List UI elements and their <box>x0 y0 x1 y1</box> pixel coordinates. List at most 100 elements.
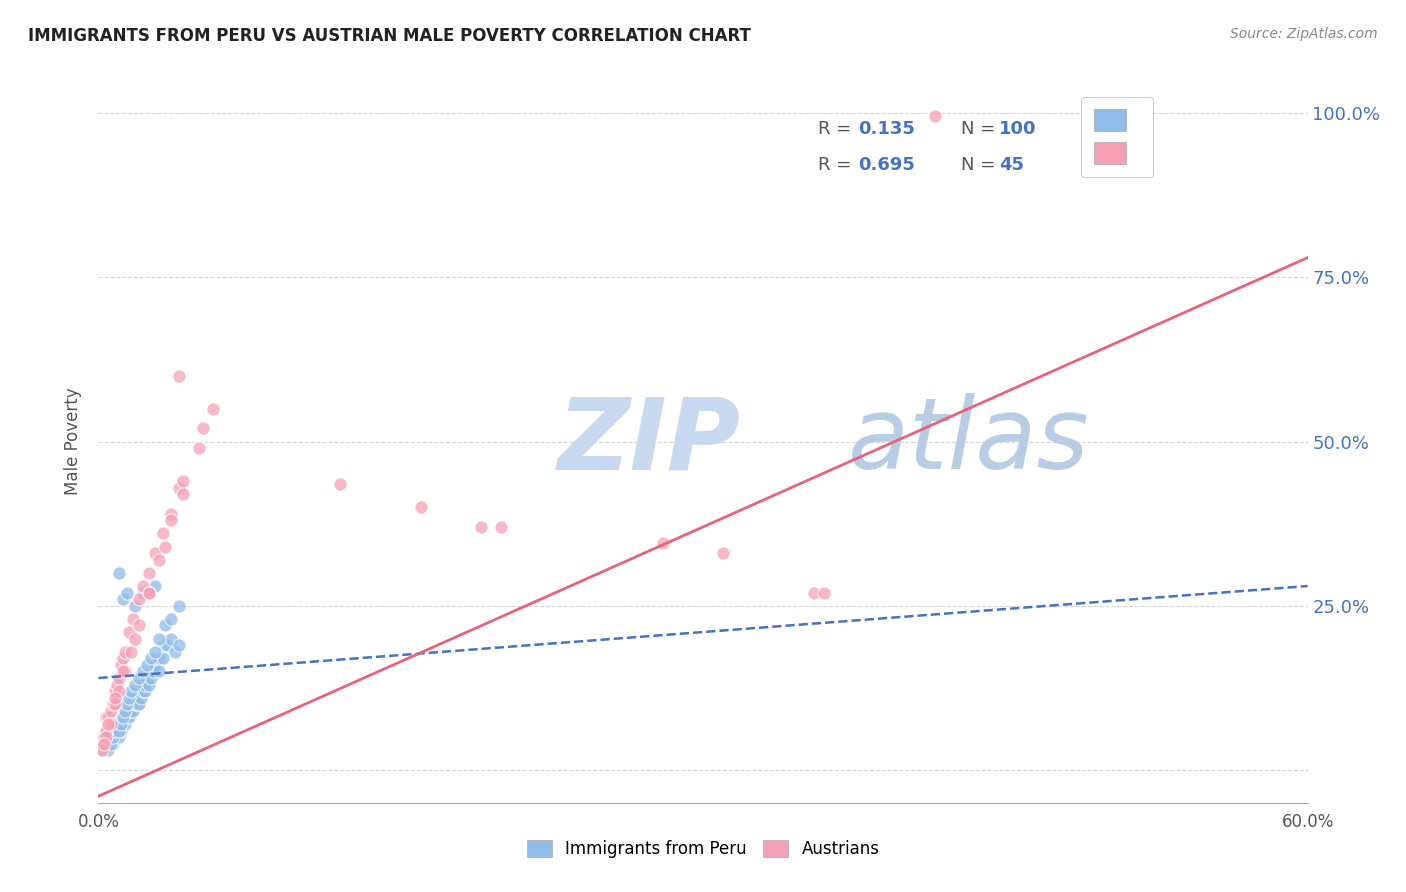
Point <box>103 723 125 738</box>
Text: ZIP: ZIP <box>558 393 741 490</box>
Point <box>115 698 138 712</box>
Point <box>96 737 118 751</box>
Point <box>118 625 141 640</box>
Point <box>97 743 120 757</box>
Point <box>107 684 129 698</box>
Point <box>128 671 150 685</box>
Point <box>470 520 492 534</box>
Point <box>148 553 170 567</box>
Point <box>101 730 124 744</box>
Point <box>129 690 152 705</box>
Point <box>93 730 115 744</box>
Point <box>134 677 156 691</box>
Point <box>96 737 118 751</box>
Point <box>152 638 174 652</box>
Point <box>91 737 114 751</box>
Point <box>138 585 160 599</box>
Point <box>143 645 166 659</box>
Point <box>100 737 122 751</box>
Point <box>101 717 124 731</box>
Point <box>924 110 946 124</box>
Point <box>167 481 190 495</box>
Point <box>153 540 176 554</box>
Point <box>111 592 134 607</box>
Point <box>114 665 136 679</box>
Point <box>103 730 125 744</box>
Point <box>132 684 155 698</box>
Point <box>120 704 142 718</box>
Point <box>89 743 111 757</box>
Point <box>329 477 352 491</box>
Point <box>118 704 141 718</box>
Point <box>103 717 125 731</box>
Point <box>100 717 122 731</box>
Point <box>107 566 129 580</box>
Legend: Immigrants from Peru, Austrians: Immigrants from Peru, Austrians <box>519 832 887 867</box>
Point <box>103 684 125 698</box>
Point <box>115 710 138 724</box>
Point <box>124 599 146 613</box>
Text: R =: R = <box>818 120 856 138</box>
Point <box>132 585 155 599</box>
Point <box>132 579 155 593</box>
Point <box>152 526 174 541</box>
Point <box>107 730 129 744</box>
Point <box>107 717 129 731</box>
Point <box>132 677 155 691</box>
Point <box>139 671 162 685</box>
Point <box>813 585 835 599</box>
Point <box>651 536 673 550</box>
Point <box>128 684 150 698</box>
Point <box>134 684 156 698</box>
Point <box>118 710 141 724</box>
Point <box>111 710 134 724</box>
Point <box>110 717 132 731</box>
Point <box>135 671 157 685</box>
Point <box>124 690 146 705</box>
Point <box>96 730 118 744</box>
Point <box>121 690 143 705</box>
Point <box>115 704 138 718</box>
Point <box>409 500 432 515</box>
Point <box>97 723 120 738</box>
Point <box>115 585 138 599</box>
Point <box>114 710 136 724</box>
Point <box>188 441 211 455</box>
Point <box>125 698 148 712</box>
Point <box>91 743 114 757</box>
Point <box>138 677 160 691</box>
Point <box>93 743 115 757</box>
Point <box>96 723 118 738</box>
Point <box>105 717 128 731</box>
Point <box>105 717 128 731</box>
Point <box>148 665 170 679</box>
Point <box>128 698 150 712</box>
Point <box>110 717 132 731</box>
Point <box>100 723 122 738</box>
Point <box>97 730 120 744</box>
Point <box>202 401 225 416</box>
Point <box>91 730 114 744</box>
Point <box>128 592 150 607</box>
Point <box>711 546 734 560</box>
Point <box>107 671 129 685</box>
Point <box>101 730 124 744</box>
Point <box>124 677 146 691</box>
Point <box>124 632 146 646</box>
Text: Source: ZipAtlas.com: Source: ZipAtlas.com <box>1230 27 1378 41</box>
Point <box>103 698 125 712</box>
Point <box>93 730 115 744</box>
Text: N =: N = <box>960 120 1001 138</box>
Point <box>120 645 142 659</box>
Point <box>143 546 166 560</box>
Point <box>114 645 136 659</box>
Point <box>110 657 132 672</box>
Point <box>107 723 129 738</box>
Point <box>118 698 141 712</box>
Point <box>153 618 176 632</box>
Point <box>100 717 122 731</box>
Point <box>491 520 513 534</box>
Point <box>138 585 160 599</box>
Text: 0.135: 0.135 <box>858 120 915 138</box>
Point <box>97 737 120 751</box>
